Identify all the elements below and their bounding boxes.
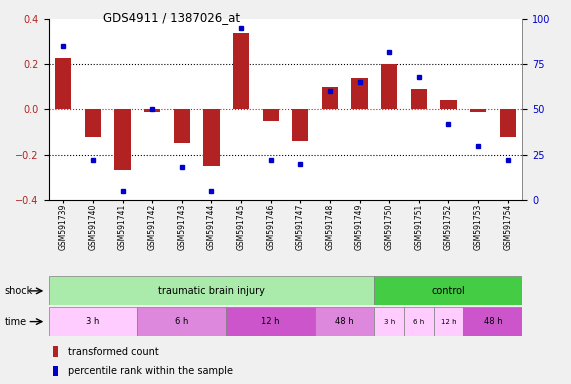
Text: traumatic brain injury: traumatic brain injury	[158, 286, 265, 296]
Bar	[53, 366, 58, 376]
Text: 12 h: 12 h	[262, 317, 280, 326]
Bar	[49, 307, 138, 336]
Text: 6 h: 6 h	[413, 319, 424, 324]
Bar	[226, 307, 315, 336]
Bar	[263, 109, 279, 121]
Text: percentile rank within the sample: percentile rank within the sample	[69, 366, 234, 376]
Bar	[138, 307, 226, 336]
Bar	[322, 87, 338, 109]
Text: 6 h: 6 h	[175, 317, 188, 326]
Text: control: control	[432, 286, 465, 296]
Bar	[114, 109, 131, 170]
Text: 48 h: 48 h	[484, 317, 502, 326]
Bar	[85, 109, 101, 137]
Text: 48 h: 48 h	[335, 317, 354, 326]
Bar	[381, 65, 397, 109]
Text: 3 h: 3 h	[86, 317, 100, 326]
Bar	[375, 276, 522, 305]
Bar	[144, 109, 160, 112]
Text: GDS4911 / 1387026_at: GDS4911 / 1387026_at	[103, 12, 240, 25]
Bar	[49, 276, 375, 305]
Bar	[463, 307, 522, 336]
Text: 3 h: 3 h	[384, 319, 395, 324]
Bar	[500, 109, 516, 137]
Bar	[404, 307, 433, 336]
Bar	[375, 307, 404, 336]
Bar	[470, 109, 486, 112]
Bar	[351, 78, 368, 109]
Bar	[440, 101, 457, 109]
Text: transformed count: transformed count	[69, 347, 159, 357]
Bar	[433, 307, 463, 336]
Bar	[174, 109, 190, 143]
Bar	[315, 307, 375, 336]
Bar	[55, 58, 71, 109]
Text: shock: shock	[5, 286, 33, 296]
Bar	[292, 109, 308, 141]
Text: 12 h: 12 h	[441, 319, 456, 324]
Bar	[53, 346, 58, 357]
Text: time: time	[5, 316, 27, 327]
Bar	[411, 89, 427, 109]
Bar	[203, 109, 220, 166]
Bar	[233, 33, 249, 109]
